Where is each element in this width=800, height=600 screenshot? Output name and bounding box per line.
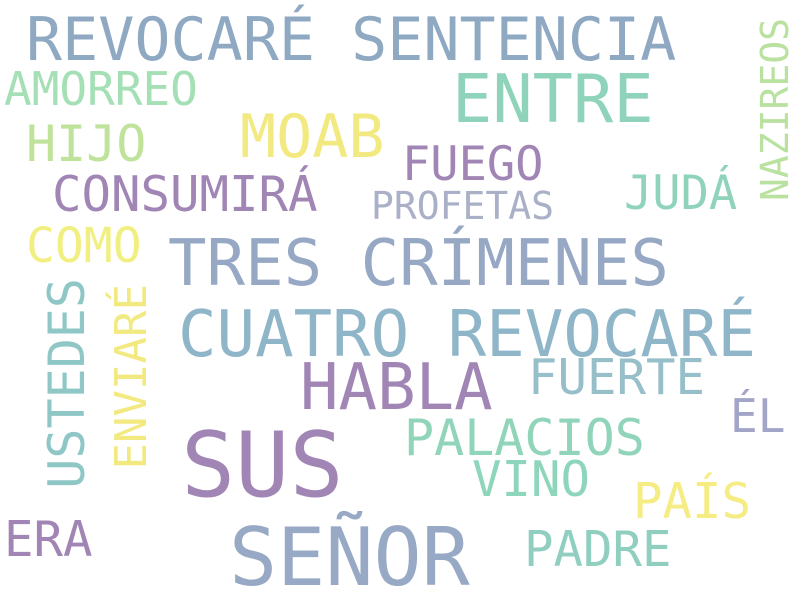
word-consumira: CONSUMIRÁ	[52, 166, 318, 223]
word-sus: SUS	[181, 413, 344, 518]
word-cuatro-revocare: CUATRO REVOCARÉ	[178, 298, 756, 372]
word-el: ÉL	[730, 389, 786, 443]
word-revocare-sentencia: REVOCARÉ SENTENCIA	[26, 5, 677, 75]
word-fuego: FUEGO	[402, 137, 544, 192]
word-profetas: PROFETAS	[371, 184, 555, 228]
word-enviare: ENVIARÉ	[106, 284, 157, 470]
word-habla: HABLA	[300, 351, 493, 425]
word-era: ERA	[4, 511, 93, 568]
word-juda: JUDÁ	[624, 166, 738, 221]
word-padre: PADRE	[524, 521, 672, 578]
word-fuerte: FUERTE	[528, 349, 706, 406]
word-ustedes: USTEDES	[38, 278, 96, 489]
word-amorreo: AMORREO	[4, 62, 198, 116]
word-tres-crimenes: TRES CRÍMENES	[168, 227, 669, 301]
word-moab: MOAB	[240, 102, 385, 172]
word-vino: VINO	[472, 451, 591, 508]
word-como: COMO	[26, 218, 142, 274]
word-pais: PAÍS	[633, 473, 752, 530]
word-senor: SEÑOR	[229, 511, 470, 600]
word-entre: ENTRE	[452, 60, 654, 138]
word-palacios: PALACIOS	[404, 409, 645, 467]
word-nazireos: NAZIREOS	[753, 18, 797, 202]
word-hijo: HIJO	[26, 115, 147, 173]
